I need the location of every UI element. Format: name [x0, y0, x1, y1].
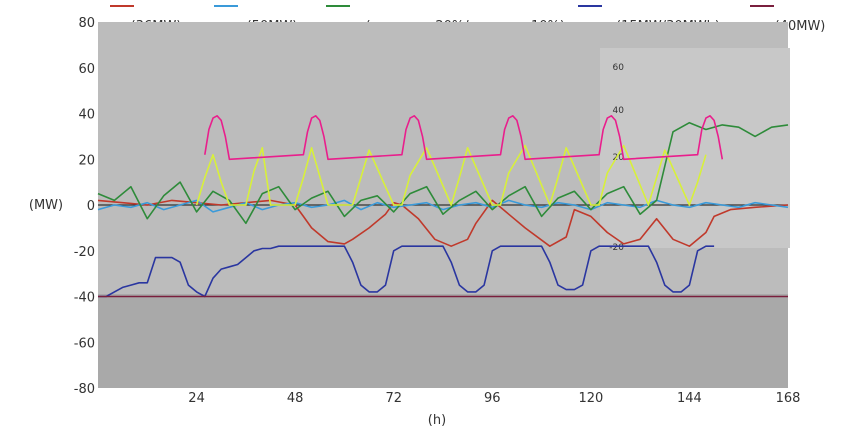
- series-line: [204, 115, 724, 161]
- series-line: [97, 199, 789, 247]
- x-tick-label: 144: [677, 391, 702, 406]
- inset-y-ticks: 60 40 20 -20: [609, 63, 624, 253]
- y-tick-label: -40: [74, 291, 95, 306]
- series-3: [195, 144, 707, 206]
- inset-panel: 60 40 20 -20: [600, 48, 790, 253]
- x-tick-label: 72: [385, 391, 402, 406]
- series-line: [97, 121, 789, 225]
- y-tick-label: 0: [87, 199, 95, 214]
- y-tick-label: -80: [74, 382, 95, 397]
- inset-background: [600, 48, 790, 248]
- y-tick-label: 80: [78, 16, 95, 31]
- series-group: [97, 115, 789, 298]
- x-axis: 24 48 72 96 120 144 168: [188, 391, 800, 406]
- series-1: [97, 199, 789, 213]
- inset-y-tick-label: -20: [609, 243, 624, 253]
- x-tick-label: 48: [287, 391, 304, 406]
- y-tick-label: 40: [78, 108, 95, 123]
- x-tick-label: 24: [188, 391, 205, 406]
- x-tick-label: 120: [578, 391, 603, 406]
- series-2: [97, 121, 789, 225]
- series-0: [97, 199, 789, 247]
- series-4: [204, 115, 724, 161]
- x-tick-label: 96: [484, 391, 501, 406]
- plot-area: 60 40 20 -20: [97, 22, 790, 388]
- inset-y-tick-label: 40: [613, 106, 625, 116]
- inset-y-tick-label: 60: [613, 63, 625, 73]
- x-tick-label: 168: [776, 391, 801, 406]
- y-tick-label: -60: [74, 336, 95, 351]
- y-tick-label: 20: [78, 153, 95, 168]
- y-axis: -80 -60 -40 -20 0 20 40 60 80: [74, 16, 95, 397]
- inset-y-tick-label: 20: [613, 153, 625, 163]
- y-tick-label: -20: [74, 245, 95, 260]
- plot-lower-band: [98, 294, 788, 388]
- y-axis-label: (MW): [29, 198, 63, 213]
- y-tick-label: 60: [78, 62, 95, 77]
- x-axis-label: (h): [428, 413, 446, 428]
- series-line: [195, 144, 707, 206]
- series-line: [97, 199, 789, 213]
